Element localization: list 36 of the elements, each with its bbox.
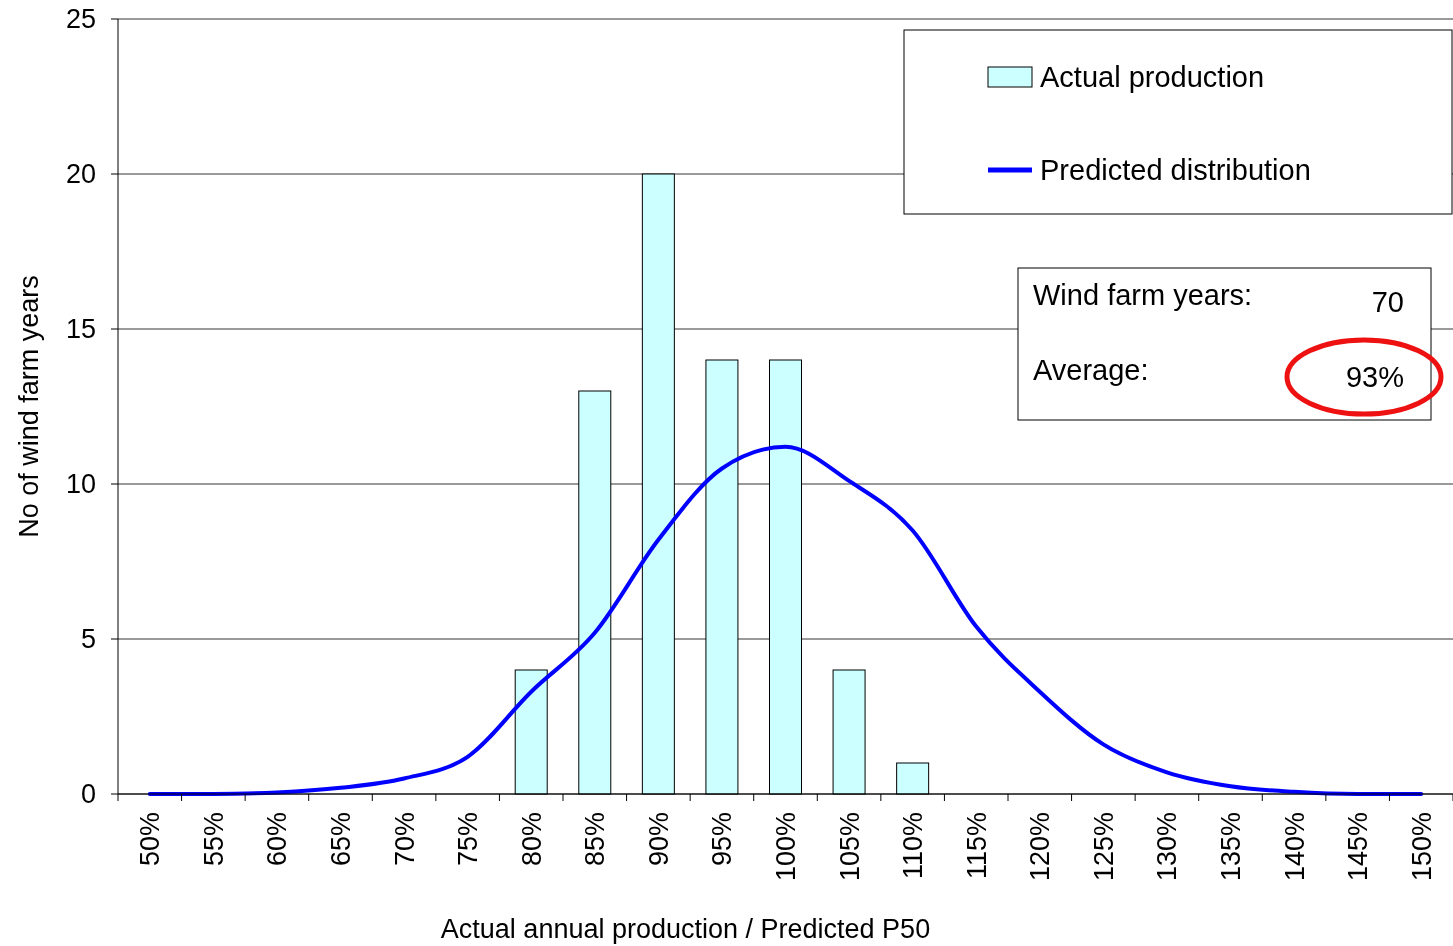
y-tick-label: 0 bbox=[80, 779, 96, 810]
x-tick-label: 150% bbox=[1406, 812, 1437, 882]
x-tick-label: 135% bbox=[1215, 812, 1246, 882]
x-tick-label: 75% bbox=[453, 812, 484, 867]
x-tick-label: 110% bbox=[898, 812, 929, 880]
line-series bbox=[147, 444, 1424, 796]
y-axis-title: No of wind farm years bbox=[14, 275, 44, 538]
x-tick-label: 120% bbox=[1025, 812, 1056, 882]
annotation: 93% bbox=[1345, 361, 1404, 394]
x-tick-label: 55% bbox=[198, 812, 229, 867]
x-tick-label: 140% bbox=[1279, 812, 1310, 882]
x-tick-label: 105% bbox=[834, 812, 865, 882]
annotation: Wind farm years: bbox=[1033, 279, 1253, 312]
y-tick-label: 20 bbox=[65, 159, 96, 190]
x-tick-label: 70% bbox=[389, 812, 420, 867]
x-tick-label: 80% bbox=[516, 812, 547, 867]
legend-label: Actual production bbox=[1040, 61, 1265, 94]
x-tick-label: 60% bbox=[262, 812, 293, 867]
x-tick-label: 100% bbox=[770, 812, 801, 882]
x-tick-label: 125% bbox=[1088, 812, 1119, 882]
y-tick-label: 15 bbox=[65, 314, 96, 345]
annotation: 70 bbox=[1371, 286, 1404, 319]
x-tick-label: 130% bbox=[1152, 812, 1183, 882]
x-tick-label: 65% bbox=[325, 812, 356, 867]
legend-label: Predicted distribution bbox=[1040, 154, 1311, 187]
x-tick-label: 95% bbox=[707, 812, 738, 867]
y-tick-label: 25 bbox=[65, 4, 96, 35]
x-tick-label: 145% bbox=[1343, 812, 1374, 882]
y-tick-label: 10 bbox=[65, 469, 96, 500]
x-tick-label: 85% bbox=[580, 812, 611, 867]
x-tick-label: 50% bbox=[135, 812, 166, 867]
x-axis-title: Actual annual production / Predicted P50 bbox=[440, 914, 931, 944]
x-tick-label: 90% bbox=[643, 812, 674, 867]
x-tick-label: 115% bbox=[961, 812, 992, 880]
annotation: Average: bbox=[1033, 354, 1149, 387]
y-tick-label: 5 bbox=[80, 624, 96, 655]
